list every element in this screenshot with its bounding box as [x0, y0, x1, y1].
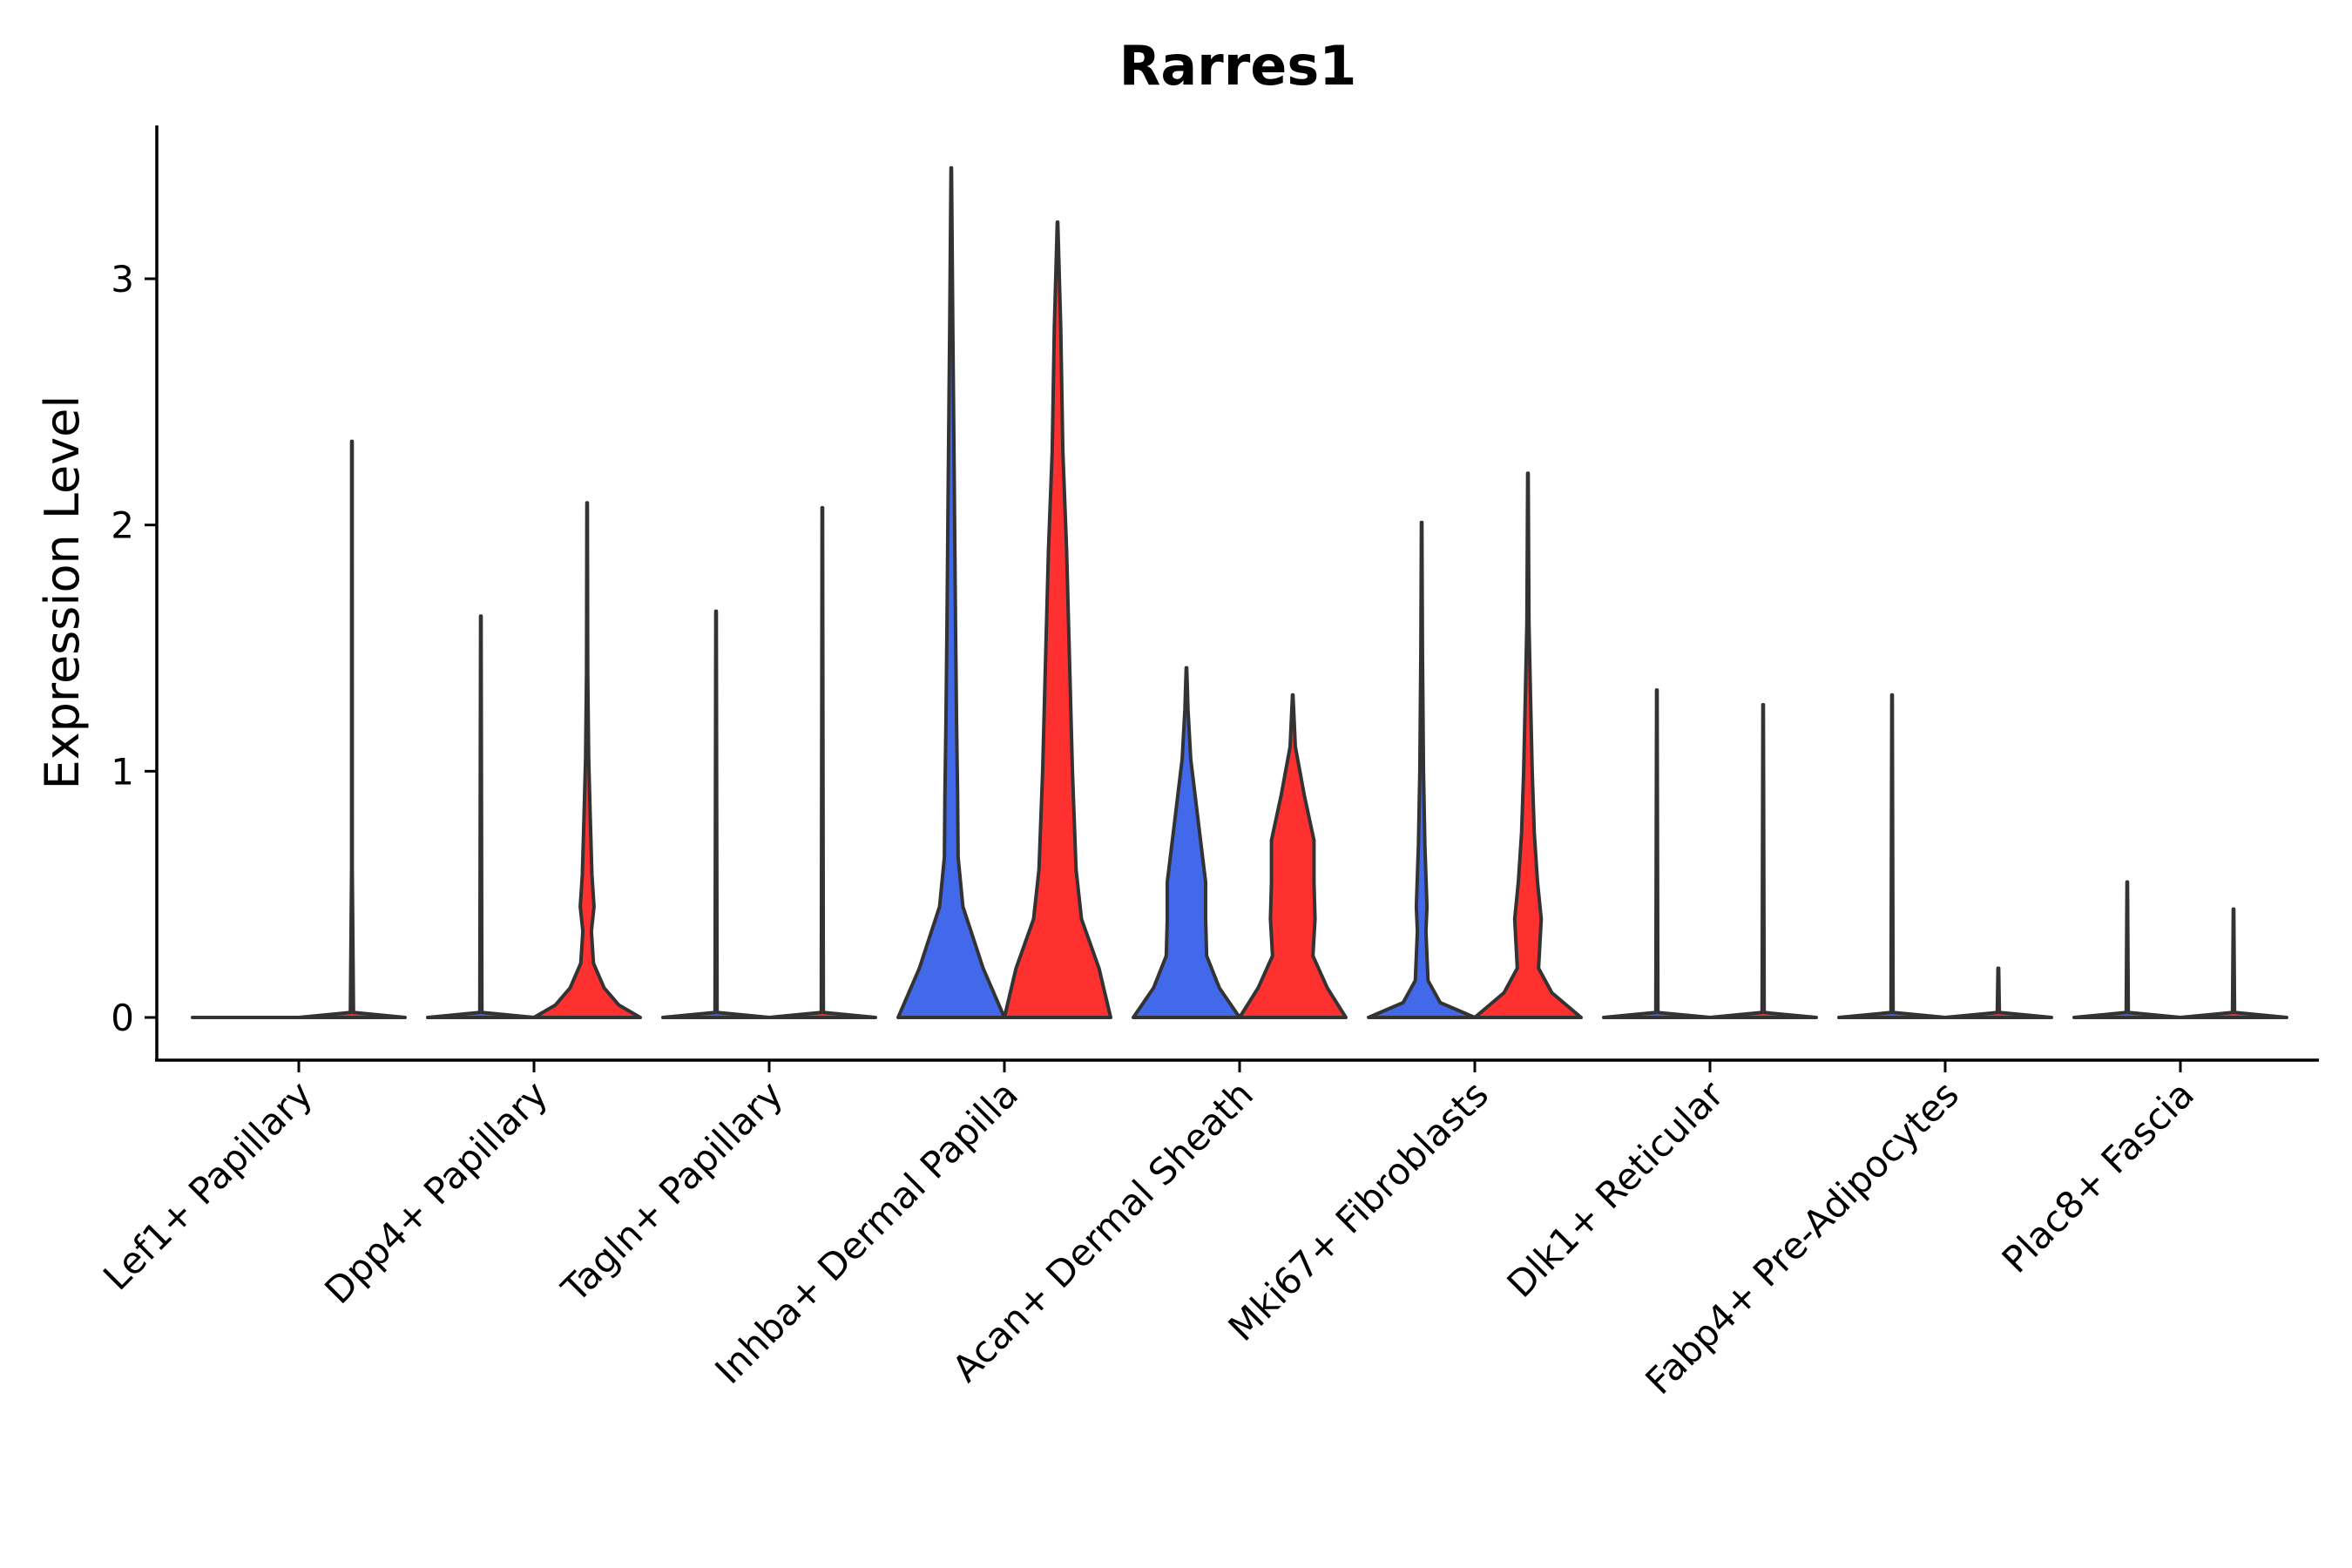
violin-group-blue — [2072, 880, 2182, 1019]
x-tick-label: Dlk1+ Reticular — [1499, 1072, 1733, 1306]
violin-group-blue — [1367, 520, 1477, 1019]
violin-group-red — [1943, 966, 2053, 1019]
violin-group-red — [1473, 471, 1583, 1019]
y-tick-label: 0 — [111, 997, 134, 1039]
x-tick-label: Plac8+ Fascia — [1994, 1072, 2202, 1281]
violins-layer — [191, 166, 2288, 1019]
violin-group-red — [297, 439, 407, 1019]
y-tick-label: 1 — [111, 750, 134, 793]
y-axis-label: Expression Level — [35, 395, 90, 790]
violin-group-blue — [896, 166, 1006, 1019]
violin-group-red — [1238, 693, 1348, 1019]
violin-group-red — [2179, 907, 2288, 1019]
violin-group-red — [532, 501, 642, 1019]
violin-group-red — [1708, 703, 1818, 1019]
x-tick-label: Lef1+ Papillary — [95, 1072, 321, 1298]
x-tick-label: Dpp4+ Papillary — [316, 1072, 556, 1312]
y-tick-label: 3 — [111, 258, 134, 301]
y-tick-label: 2 — [111, 504, 134, 547]
violin-group-red — [767, 505, 877, 1019]
violin-group-blue — [1602, 688, 1712, 1019]
chart-title: Rarres1 — [1119, 34, 1357, 98]
violin-group-blue — [1837, 693, 1947, 1019]
violin-group-blue — [426, 614, 536, 1019]
violin-group-blue — [1132, 666, 1241, 1019]
y-ticks: 0 1 2 3 — [111, 258, 157, 1039]
violin-group-red — [1003, 220, 1112, 1019]
violin-group-blue — [661, 609, 771, 1019]
x-tick-label: Mki67+ Fibroblasts — [1220, 1072, 1497, 1348]
x-tick-label: Tagln+ Papillary — [553, 1072, 791, 1310]
